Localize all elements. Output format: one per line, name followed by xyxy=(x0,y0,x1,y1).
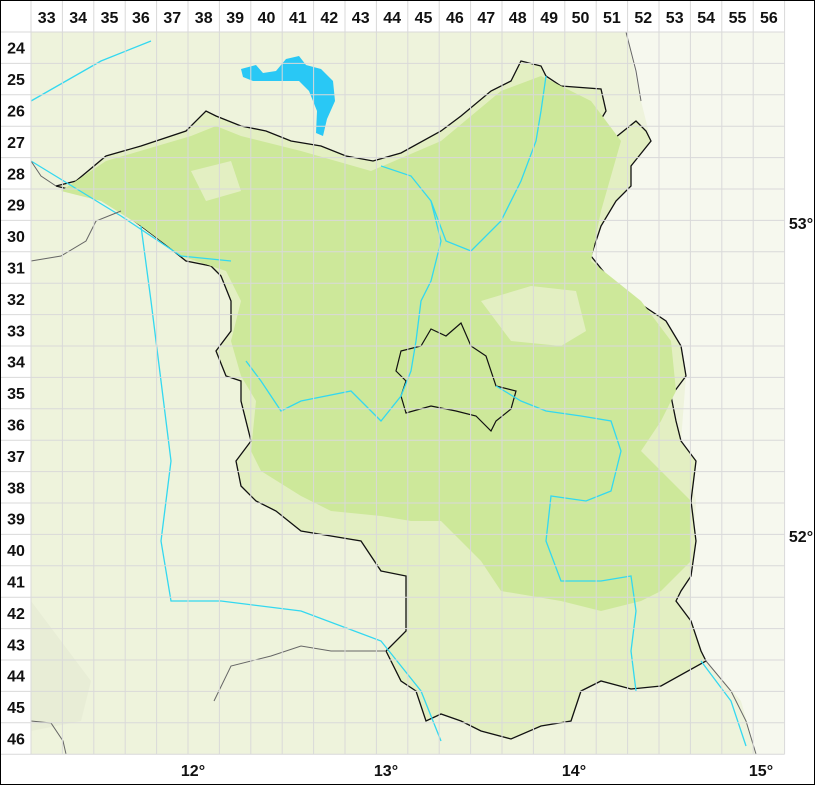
column-label: 54 xyxy=(697,10,715,27)
longitude-label: 15° xyxy=(749,763,773,780)
latitude-label: 53° xyxy=(789,216,813,233)
column-label: 44 xyxy=(383,10,401,27)
row-label: 41 xyxy=(7,575,25,592)
row-label: 34 xyxy=(7,355,25,372)
column-label: 50 xyxy=(572,10,590,27)
row-label: 25 xyxy=(7,72,25,89)
open-field-patch xyxy=(191,161,241,201)
column-label: 38 xyxy=(195,10,213,27)
lake xyxy=(241,56,335,136)
row-label: 46 xyxy=(7,732,25,749)
column-label: 43 xyxy=(352,10,370,27)
column-label: 51 xyxy=(603,10,621,27)
row-label: 37 xyxy=(7,449,25,466)
column-label: 56 xyxy=(760,10,778,27)
column-label: 53 xyxy=(666,10,684,27)
row-label: 42 xyxy=(7,606,25,623)
highland-area xyxy=(31,601,91,731)
longitude-label: 12° xyxy=(181,763,205,780)
row-label: 44 xyxy=(7,669,25,686)
longitude-label: 14° xyxy=(562,763,586,780)
row-label: 27 xyxy=(7,135,25,152)
row-label: 24 xyxy=(7,41,25,58)
column-label: 33 xyxy=(38,10,56,27)
column-label: 40 xyxy=(258,10,276,27)
column-label: 45 xyxy=(415,10,433,27)
row-label: 45 xyxy=(7,700,25,717)
row-label: 33 xyxy=(7,323,25,340)
longitude-label: 13° xyxy=(374,763,398,780)
column-label: 41 xyxy=(289,10,307,27)
row-label: 31 xyxy=(7,261,25,278)
river xyxy=(30,40,152,102)
row-label: 39 xyxy=(7,512,25,529)
neighbor-borders xyxy=(30,31,757,755)
column-label: 36 xyxy=(132,10,150,27)
column-label: 37 xyxy=(163,10,181,27)
column-label: 42 xyxy=(320,10,338,27)
river xyxy=(245,200,442,422)
row-label: 28 xyxy=(7,166,25,183)
row-label: 38 xyxy=(7,480,25,497)
column-label: 49 xyxy=(540,10,558,27)
river xyxy=(700,660,747,747)
river xyxy=(495,385,637,692)
column-label: 34 xyxy=(69,10,87,27)
neighbor-country-area xyxy=(591,32,784,754)
column-label: 39 xyxy=(226,10,244,27)
grid-lines xyxy=(1,1,786,755)
column-label: 55 xyxy=(729,10,747,27)
column-label: 52 xyxy=(634,10,652,27)
latitude-label: 52° xyxy=(789,529,813,546)
column-label: 35 xyxy=(101,10,119,27)
column-label: 48 xyxy=(509,10,527,27)
row-label: 29 xyxy=(7,198,25,215)
row-label: 43 xyxy=(7,637,25,654)
row-label: 30 xyxy=(7,229,25,246)
row-label: 26 xyxy=(7,104,25,121)
column-label: 46 xyxy=(446,10,464,27)
row-label: 35 xyxy=(7,386,25,403)
river xyxy=(140,225,442,742)
row-label: 32 xyxy=(7,292,25,309)
column-label: 47 xyxy=(477,10,495,27)
row-label: 40 xyxy=(7,543,25,560)
row-label: 36 xyxy=(7,418,25,435)
